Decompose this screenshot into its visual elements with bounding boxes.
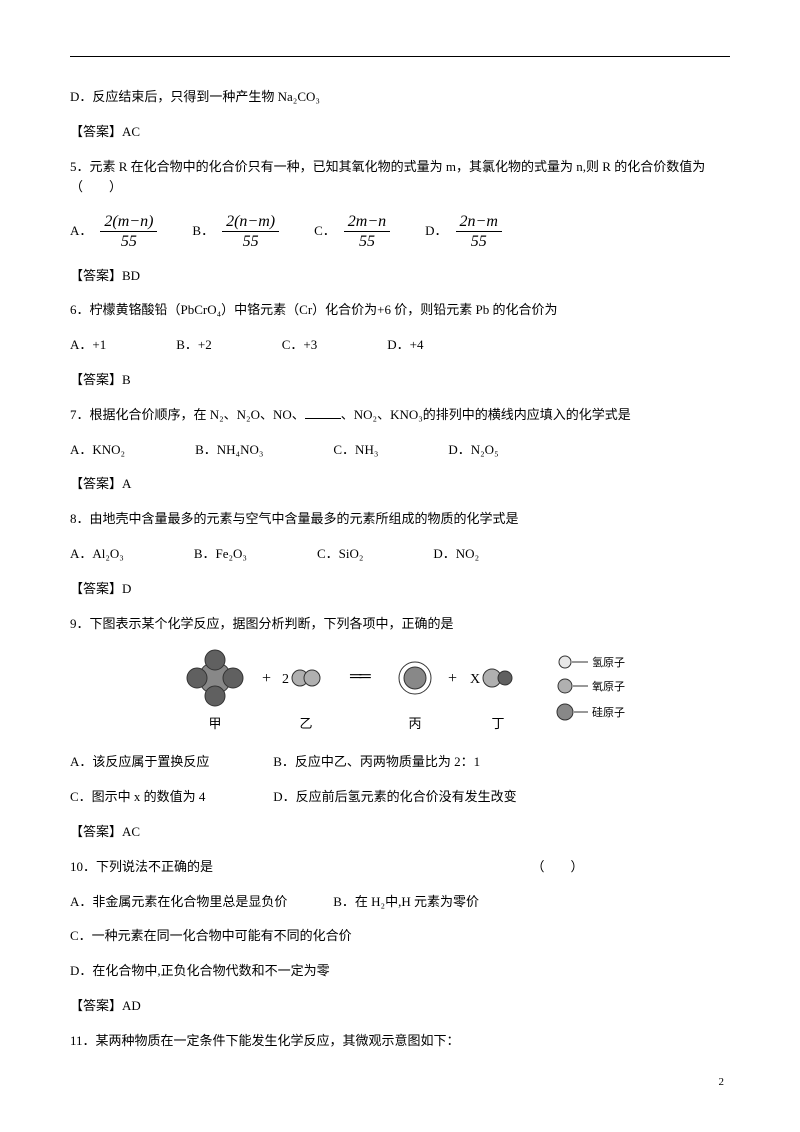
legend-h: 氢原子 [592, 655, 625, 669]
q5c-label: C． [314, 221, 336, 242]
legend-si: 硅原子 [592, 706, 625, 719]
q9-options-row2: C．图示中 x 的数值为 4 D．反应前后氢元素的化合价没有发生改变 [70, 787, 730, 808]
answer-10: 【答案】AD [70, 996, 730, 1017]
question-6: 6．柠檬黄铬酸铅（PbCrO₄）中铬元素（Cr）化合价为+6 价，则铅元素 Pb… [70, 300, 730, 321]
q9-opt-c: C．图示中 x 的数值为 4 [70, 787, 270, 808]
q9-options-row1: A．该反应属于置换反应 B．反应中乙、丙两物质量比为 2：1 [70, 752, 730, 773]
question-9: 9．下图表示某个化学反应，据图分析判断，下列各项中，正确的是 [70, 614, 730, 635]
q5b-den: 55 [239, 232, 263, 251]
legend-o: 氧原子 [592, 679, 625, 693]
q8-opt-c: C．SiO₂ [317, 544, 363, 565]
q7-post: 、NO₂、KNO₃的排列中的横线内应填入的化学式是 [341, 407, 631, 422]
q9-opt-a: A．该反应属于置换反应 [70, 752, 270, 773]
q10-opt-a: A．非金属元素在化合物里总是显负价 [70, 892, 330, 913]
answer-9: 【答案】AC [70, 822, 730, 843]
label-yi: 乙 [299, 716, 312, 731]
molecule-yi [292, 670, 320, 686]
answer-5: 【答案】BD [70, 266, 730, 287]
question-10: 10．下列说法不正确的是 （ ） [70, 857, 730, 878]
q6-opt-d: D．+4 [387, 335, 423, 356]
plus-2: + [448, 670, 457, 687]
page-number: 2 [719, 1074, 725, 1092]
q5-opt-a: A． 2(m−n)55 [70, 212, 157, 251]
q6-opt-c: C．+3 [282, 335, 318, 356]
q5c-num: 2m−n [344, 212, 390, 232]
q5c-den: 55 [355, 232, 379, 251]
plus-1: + [262, 670, 271, 687]
q10-opt-b: B．在 H₂中,H 元素为零价 [333, 892, 479, 913]
q5-options: A． 2(m−n)55 B． 2(n−m)55 C． 2m−n55 D． 2n−… [70, 212, 730, 251]
coef-x: X [470, 672, 480, 687]
answer-8: 【答案】D [70, 579, 730, 600]
q5a-num: 2(m−n) [100, 212, 157, 232]
q7-opt-b: B．NH₄NO₃ [195, 440, 263, 461]
q9-opt-d: D．反应前后氢元素的化合价没有发生改变 [273, 787, 516, 808]
question-11: 11．某两种物质在一定条件下能发生化学反应，其微观示意图如下： [70, 1031, 730, 1052]
label-jia: 甲 [208, 716, 221, 731]
q6-opt-b: B．+2 [176, 335, 212, 356]
question-8: 8．由地壳中含量最多的元素与空气中含量最多的元素所组成的物质的化学式是 [70, 509, 730, 530]
page-top-rule [70, 56, 730, 57]
coef-2: 2 [282, 672, 289, 687]
molecule-bing [399, 662, 431, 694]
answer-6: 【答案】B [70, 370, 730, 391]
q5a-den: 55 [117, 232, 141, 251]
q5b-num: 2(n−m) [222, 212, 279, 232]
label-ding: 丁 [491, 716, 504, 731]
q4-option-d: D．反应结束后，只得到一种产生物 Na₂CO₃ [70, 87, 730, 108]
q8-opt-b: B．Fe₂O₃ [194, 544, 247, 565]
q10-opt-c: C．一种元素在同一化合物中可能有不同的化合价 [70, 926, 730, 947]
q5d-num: 2n−m [456, 212, 502, 232]
q7-blank [305, 405, 341, 419]
eq-sign: ══ [349, 668, 371, 685]
q8-opt-a: A．Al₂O₃ [70, 544, 124, 565]
q5-opt-b: B． 2(n−m)55 [192, 212, 279, 251]
q9-reaction-diagram: 甲 + 2 乙 ══ 丙 + X 丁 氢原子 [170, 648, 630, 738]
q6-opt-a: A．+1 [70, 335, 106, 356]
legend: 氢原子 氧原子 硅原子 [557, 655, 625, 720]
q7-opt-d: D．N₂O₅ [448, 440, 498, 461]
q5-opt-c: C． 2m−n55 [314, 212, 390, 251]
q5b-label: B． [192, 221, 214, 242]
answer-4: 【答案】AC [70, 122, 730, 143]
q7-pre: 7．根据化合价顺序，在 N₂、N₂O、NO、 [70, 407, 305, 422]
q5d-label: D． [425, 221, 447, 242]
q8-options: A．Al₂O₃ B．Fe₂O₃ C．SiO₂ D．NO₂ [70, 544, 730, 565]
q7-opt-a: A．KNO₂ [70, 440, 125, 461]
q10-opt-d: D．在化合物中,正负化合物代数和不一定为零 [70, 961, 730, 982]
label-bing: 丙 [408, 716, 421, 731]
q5a-label: A． [70, 221, 92, 242]
q5-opt-d: D． 2n−m55 [425, 212, 502, 251]
q6-options: A．+1 B．+2 C．+3 D．+4 [70, 335, 730, 356]
q10-options-row1: A．非金属元素在化合物里总是显负价 B．在 H₂中,H 元素为零价 [70, 892, 730, 913]
answer-7: 【答案】A [70, 474, 730, 495]
molecule-ding [483, 669, 512, 687]
q7-options: A．KNO₂ B．NH₄NO₃ C．NH₃ D．N₂O₅ [70, 440, 730, 461]
q5d-den: 55 [467, 232, 491, 251]
q9-opt-b: B．反应中乙、丙两物质量比为 2：1 [273, 752, 480, 773]
q8-opt-d: D．NO₂ [433, 544, 479, 565]
question-5: 5．元素 R 在化合物中的化合价只有一种，已知其氧化物的式量为 m，其氯化物的式… [70, 157, 730, 199]
molecule-jia [187, 650, 243, 706]
question-7: 7．根据化合价顺序，在 N₂、N₂O、NO、 、NO₂、KNO₃的排列中的横线内应… [70, 405, 730, 426]
q7-opt-c: C．NH₃ [333, 440, 378, 461]
q9-diagram-zone: 甲 + 2 乙 ══ 丙 + X 丁 氢原子 [70, 648, 730, 738]
